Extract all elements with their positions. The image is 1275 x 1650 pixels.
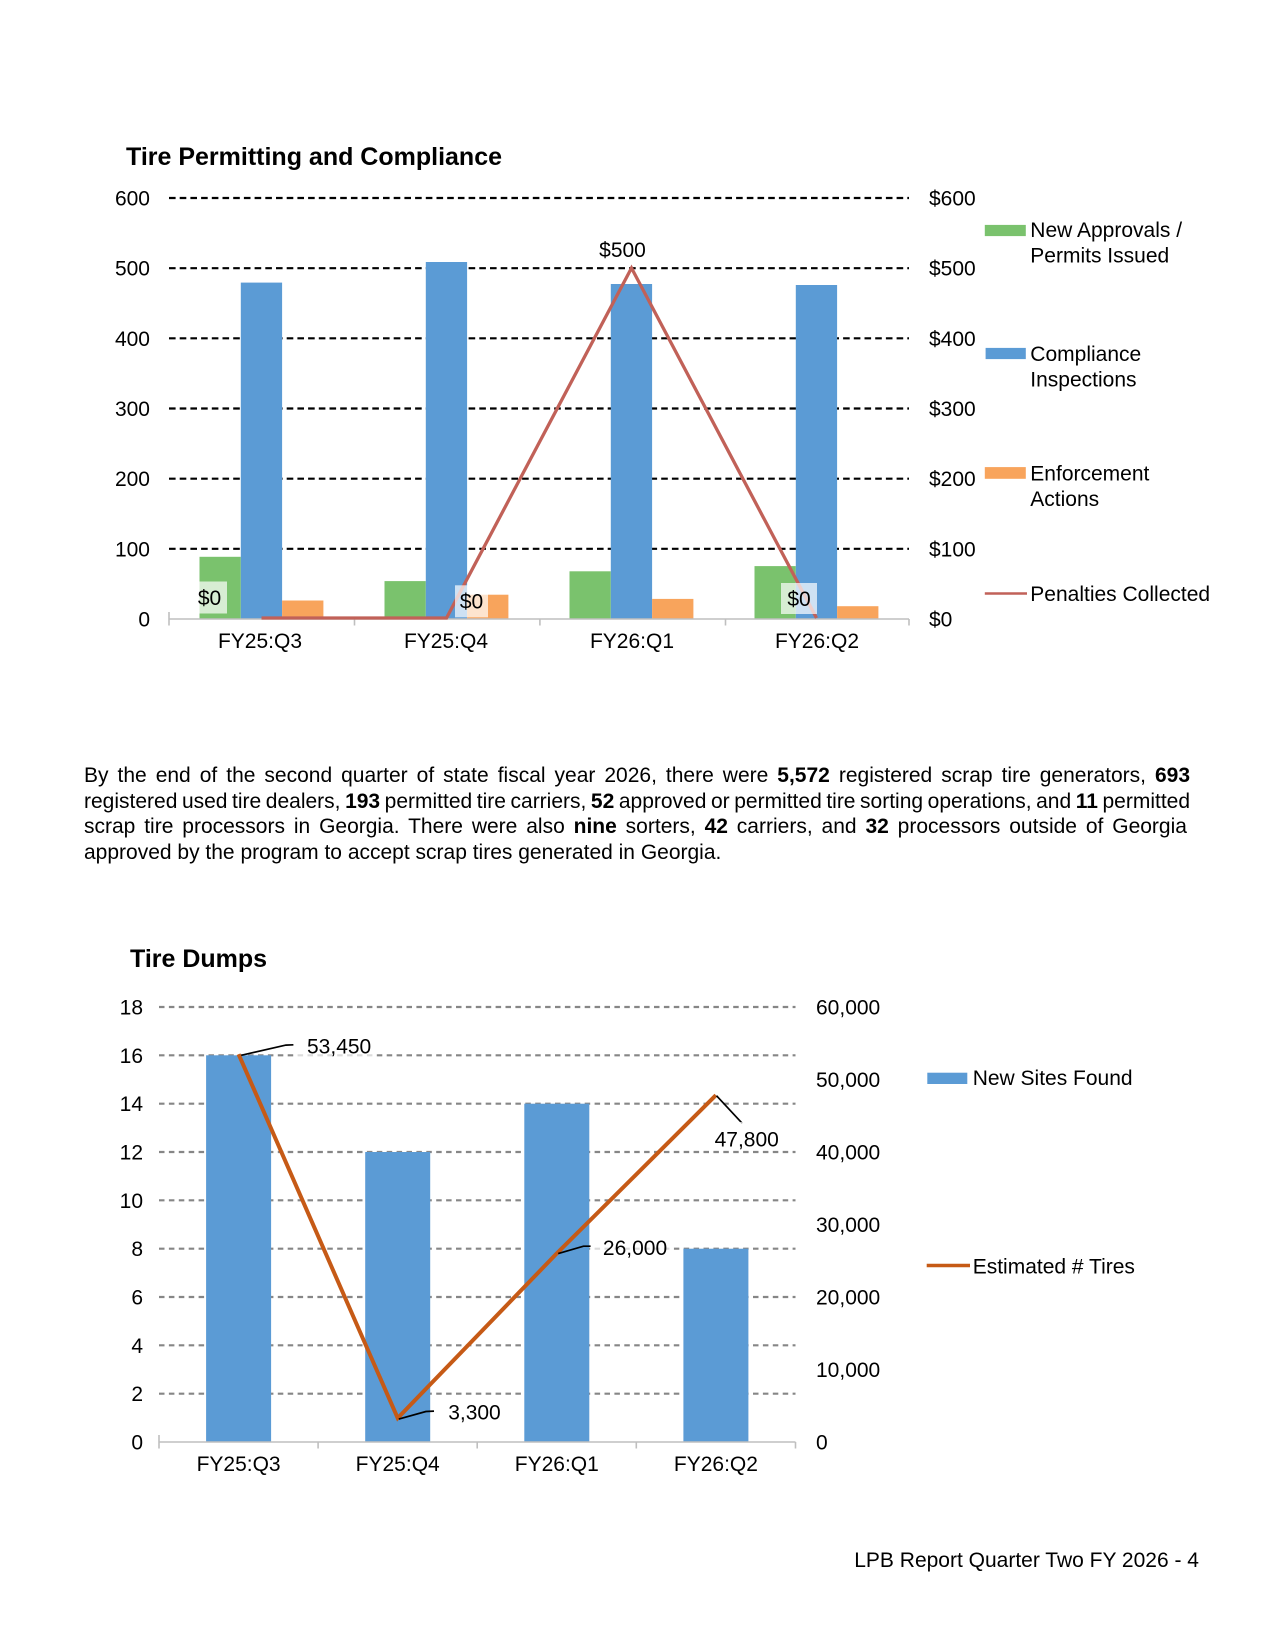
svg-text:Compliance: Compliance — [1030, 343, 1141, 366]
svg-text:FY26:Q1: FY26:Q1 — [590, 630, 674, 653]
svg-text:$100: $100 — [929, 538, 976, 561]
svg-text:Permits Issued: Permits Issued — [1030, 245, 1169, 268]
svg-text:Penalties Collected: Penalties Collected — [1030, 583, 1210, 606]
svg-text:$500: $500 — [599, 239, 646, 262]
svg-text:10,000: 10,000 — [816, 1359, 880, 1382]
svg-text:4: 4 — [131, 1335, 143, 1358]
svg-text:$600: $600 — [929, 188, 976, 211]
svg-text:600: 600 — [115, 188, 150, 211]
svg-text:20,000: 20,000 — [816, 1287, 880, 1310]
svg-text:FY25:Q4: FY25:Q4 — [404, 630, 488, 653]
svg-text:Tire Dumps: Tire Dumps — [130, 945, 267, 973]
svg-text:FY25:Q3: FY25:Q3 — [197, 1453, 281, 1476]
svg-text:50,000: 50,000 — [816, 1069, 880, 1092]
svg-text:$300: $300 — [929, 398, 976, 421]
svg-text:2: 2 — [131, 1383, 143, 1406]
svg-text:10: 10 — [120, 1190, 143, 1213]
svg-text:Tire Permitting and Compliance: Tire Permitting and Compliance — [126, 143, 502, 171]
svg-text:40,000: 40,000 — [816, 1142, 880, 1165]
svg-text:$200: $200 — [929, 468, 976, 491]
svg-text:100: 100 — [115, 538, 150, 561]
svg-text:200: 200 — [115, 468, 150, 491]
svg-text:$500: $500 — [929, 258, 976, 281]
svg-text:47,800: 47,800 — [715, 1129, 779, 1152]
svg-text:8: 8 — [131, 1238, 143, 1261]
svg-text:Actions: Actions — [1030, 488, 1099, 511]
svg-text:14: 14 — [120, 1093, 144, 1116]
svg-text:53,450: 53,450 — [307, 1036, 371, 1059]
svg-text:$400: $400 — [929, 328, 976, 351]
svg-text:FY26:Q1: FY26:Q1 — [515, 1453, 599, 1476]
svg-text:$0: $0 — [198, 587, 221, 610]
svg-text:400: 400 — [115, 328, 150, 351]
svg-text:FY26:Q2: FY26:Q2 — [674, 1453, 758, 1476]
svg-text:$0: $0 — [929, 609, 952, 632]
svg-text:$0: $0 — [460, 591, 483, 614]
svg-text:18: 18 — [120, 997, 143, 1020]
svg-text:New Sites Found: New Sites Found — [973, 1067, 1133, 1090]
svg-text:FY25:Q3: FY25:Q3 — [218, 630, 302, 653]
svg-text:500: 500 — [115, 258, 150, 281]
svg-text:FY25:Q4: FY25:Q4 — [356, 1453, 440, 1476]
svg-text:Estimated # Tires: Estimated # Tires — [973, 1256, 1135, 1279]
svg-text:New Approvals /: New Approvals / — [1030, 219, 1182, 242]
svg-text:Inspections: Inspections — [1030, 369, 1136, 392]
svg-text:6: 6 — [131, 1287, 143, 1310]
svg-text:3,300: 3,300 — [448, 1402, 501, 1425]
svg-text:0: 0 — [138, 609, 150, 632]
svg-text:60,000: 60,000 — [816, 997, 880, 1020]
svg-text:26,000: 26,000 — [603, 1237, 667, 1260]
svg-text:16: 16 — [120, 1045, 143, 1068]
svg-text:30,000: 30,000 — [816, 1214, 880, 1237]
svg-text:0: 0 — [131, 1432, 143, 1455]
svg-text:Enforcement: Enforcement — [1030, 463, 1149, 486]
svg-text:300: 300 — [115, 398, 150, 421]
svg-text:0: 0 — [816, 1432, 828, 1455]
svg-text:12: 12 — [120, 1142, 143, 1165]
svg-text:FY26:Q2: FY26:Q2 — [775, 630, 859, 653]
svg-text:$0: $0 — [787, 588, 810, 611]
